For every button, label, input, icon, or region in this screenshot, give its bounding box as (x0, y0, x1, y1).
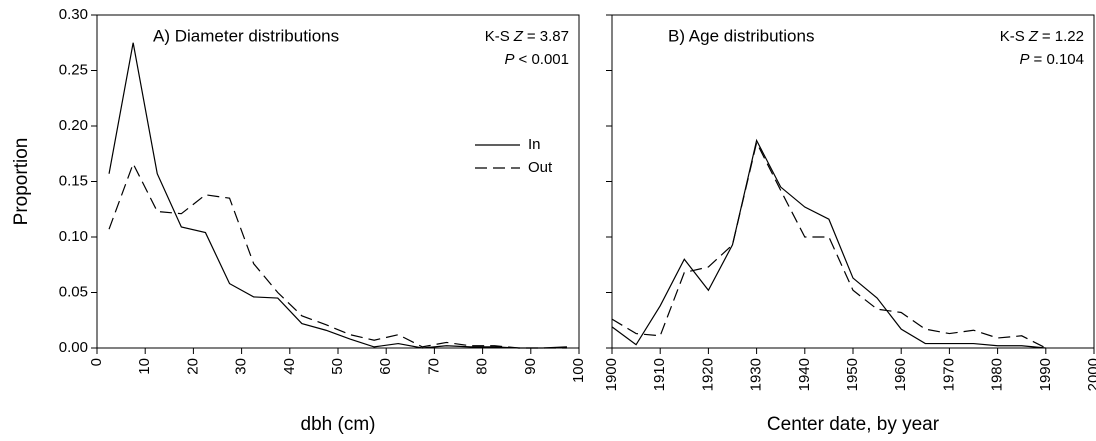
stat-annotation: P < 0.001 (505, 51, 569, 68)
x-tick-label: 0 (88, 358, 105, 366)
x-tick-label: 90 (522, 358, 539, 375)
y-tick-label: 0.15 (59, 172, 88, 189)
x-tick-label: 70 (425, 358, 442, 375)
x-tick-label: 20 (184, 358, 201, 375)
stat-symbol: Z (513, 28, 524, 45)
panel-title: B) Age distributions (668, 26, 814, 45)
x-tick-label: 100 (570, 358, 587, 383)
x-axis-title: Center date, by year (767, 414, 940, 435)
x-tick-label: 1920 (699, 358, 716, 391)
data-line (611, 138, 1046, 349)
x-tick-label: 1910 (651, 358, 668, 391)
legend-label: Out (528, 159, 553, 176)
x-tick-label: 1950 (844, 358, 861, 391)
y-tick-label: 0.20 (59, 117, 88, 134)
x-tick-label: 1900 (603, 358, 620, 391)
data-line (108, 42, 567, 349)
stat-symbol: Z (1028, 28, 1039, 45)
x-tick-label: 1970 (940, 358, 957, 391)
stat-symbol: P (505, 51, 515, 68)
x-tick-label: 1980 (989, 358, 1006, 391)
y-tick-label: 0.00 (59, 339, 88, 356)
stat-prefix: K-S (1000, 28, 1025, 45)
stat-value: < 0.001 (519, 51, 569, 68)
x-tick-label: 50 (329, 358, 346, 375)
y-tick-label: 0.30 (59, 6, 88, 23)
stat-annotation: K-S Z = 1.22 (1000, 28, 1084, 45)
x-tick-label: 40 (281, 358, 298, 375)
x-tick-label: 80 (474, 358, 491, 375)
stat-value: = 0.104 (1034, 51, 1084, 68)
x-tick-label: 60 (377, 358, 394, 375)
stat-annotation: K-S Z = 3.87 (485, 28, 569, 45)
x-tick-label: 2000 (1085, 358, 1096, 391)
y-tick-label: 0.05 (59, 283, 88, 300)
y-tick-label: 0.25 (59, 61, 88, 78)
x-tick-label: 10 (136, 358, 153, 375)
x-tick-label: 1960 (892, 358, 909, 391)
stat-annotation: P = 0.104 (1020, 51, 1084, 68)
stat-value: = 1.22 (1042, 28, 1084, 45)
x-tick-label: 1990 (1037, 358, 1054, 391)
stat-prefix: K-S (485, 28, 510, 45)
x-axis-title: dbh (cm) (301, 414, 376, 435)
x-tick-label: 1940 (796, 358, 813, 391)
data-line (611, 140, 1047, 349)
stat-symbol: P (1020, 51, 1030, 68)
x-tick-label: 30 (233, 358, 250, 375)
data-line (108, 162, 567, 349)
panel-title: A) Diameter distributions (153, 26, 339, 45)
legend-label: In (528, 136, 541, 153)
x-tick-label: 1930 (748, 358, 765, 391)
stat-value: = 3.87 (527, 28, 569, 45)
y-tick-label: 0.10 (59, 228, 88, 245)
y-axis-title: Proportion (11, 138, 32, 226)
